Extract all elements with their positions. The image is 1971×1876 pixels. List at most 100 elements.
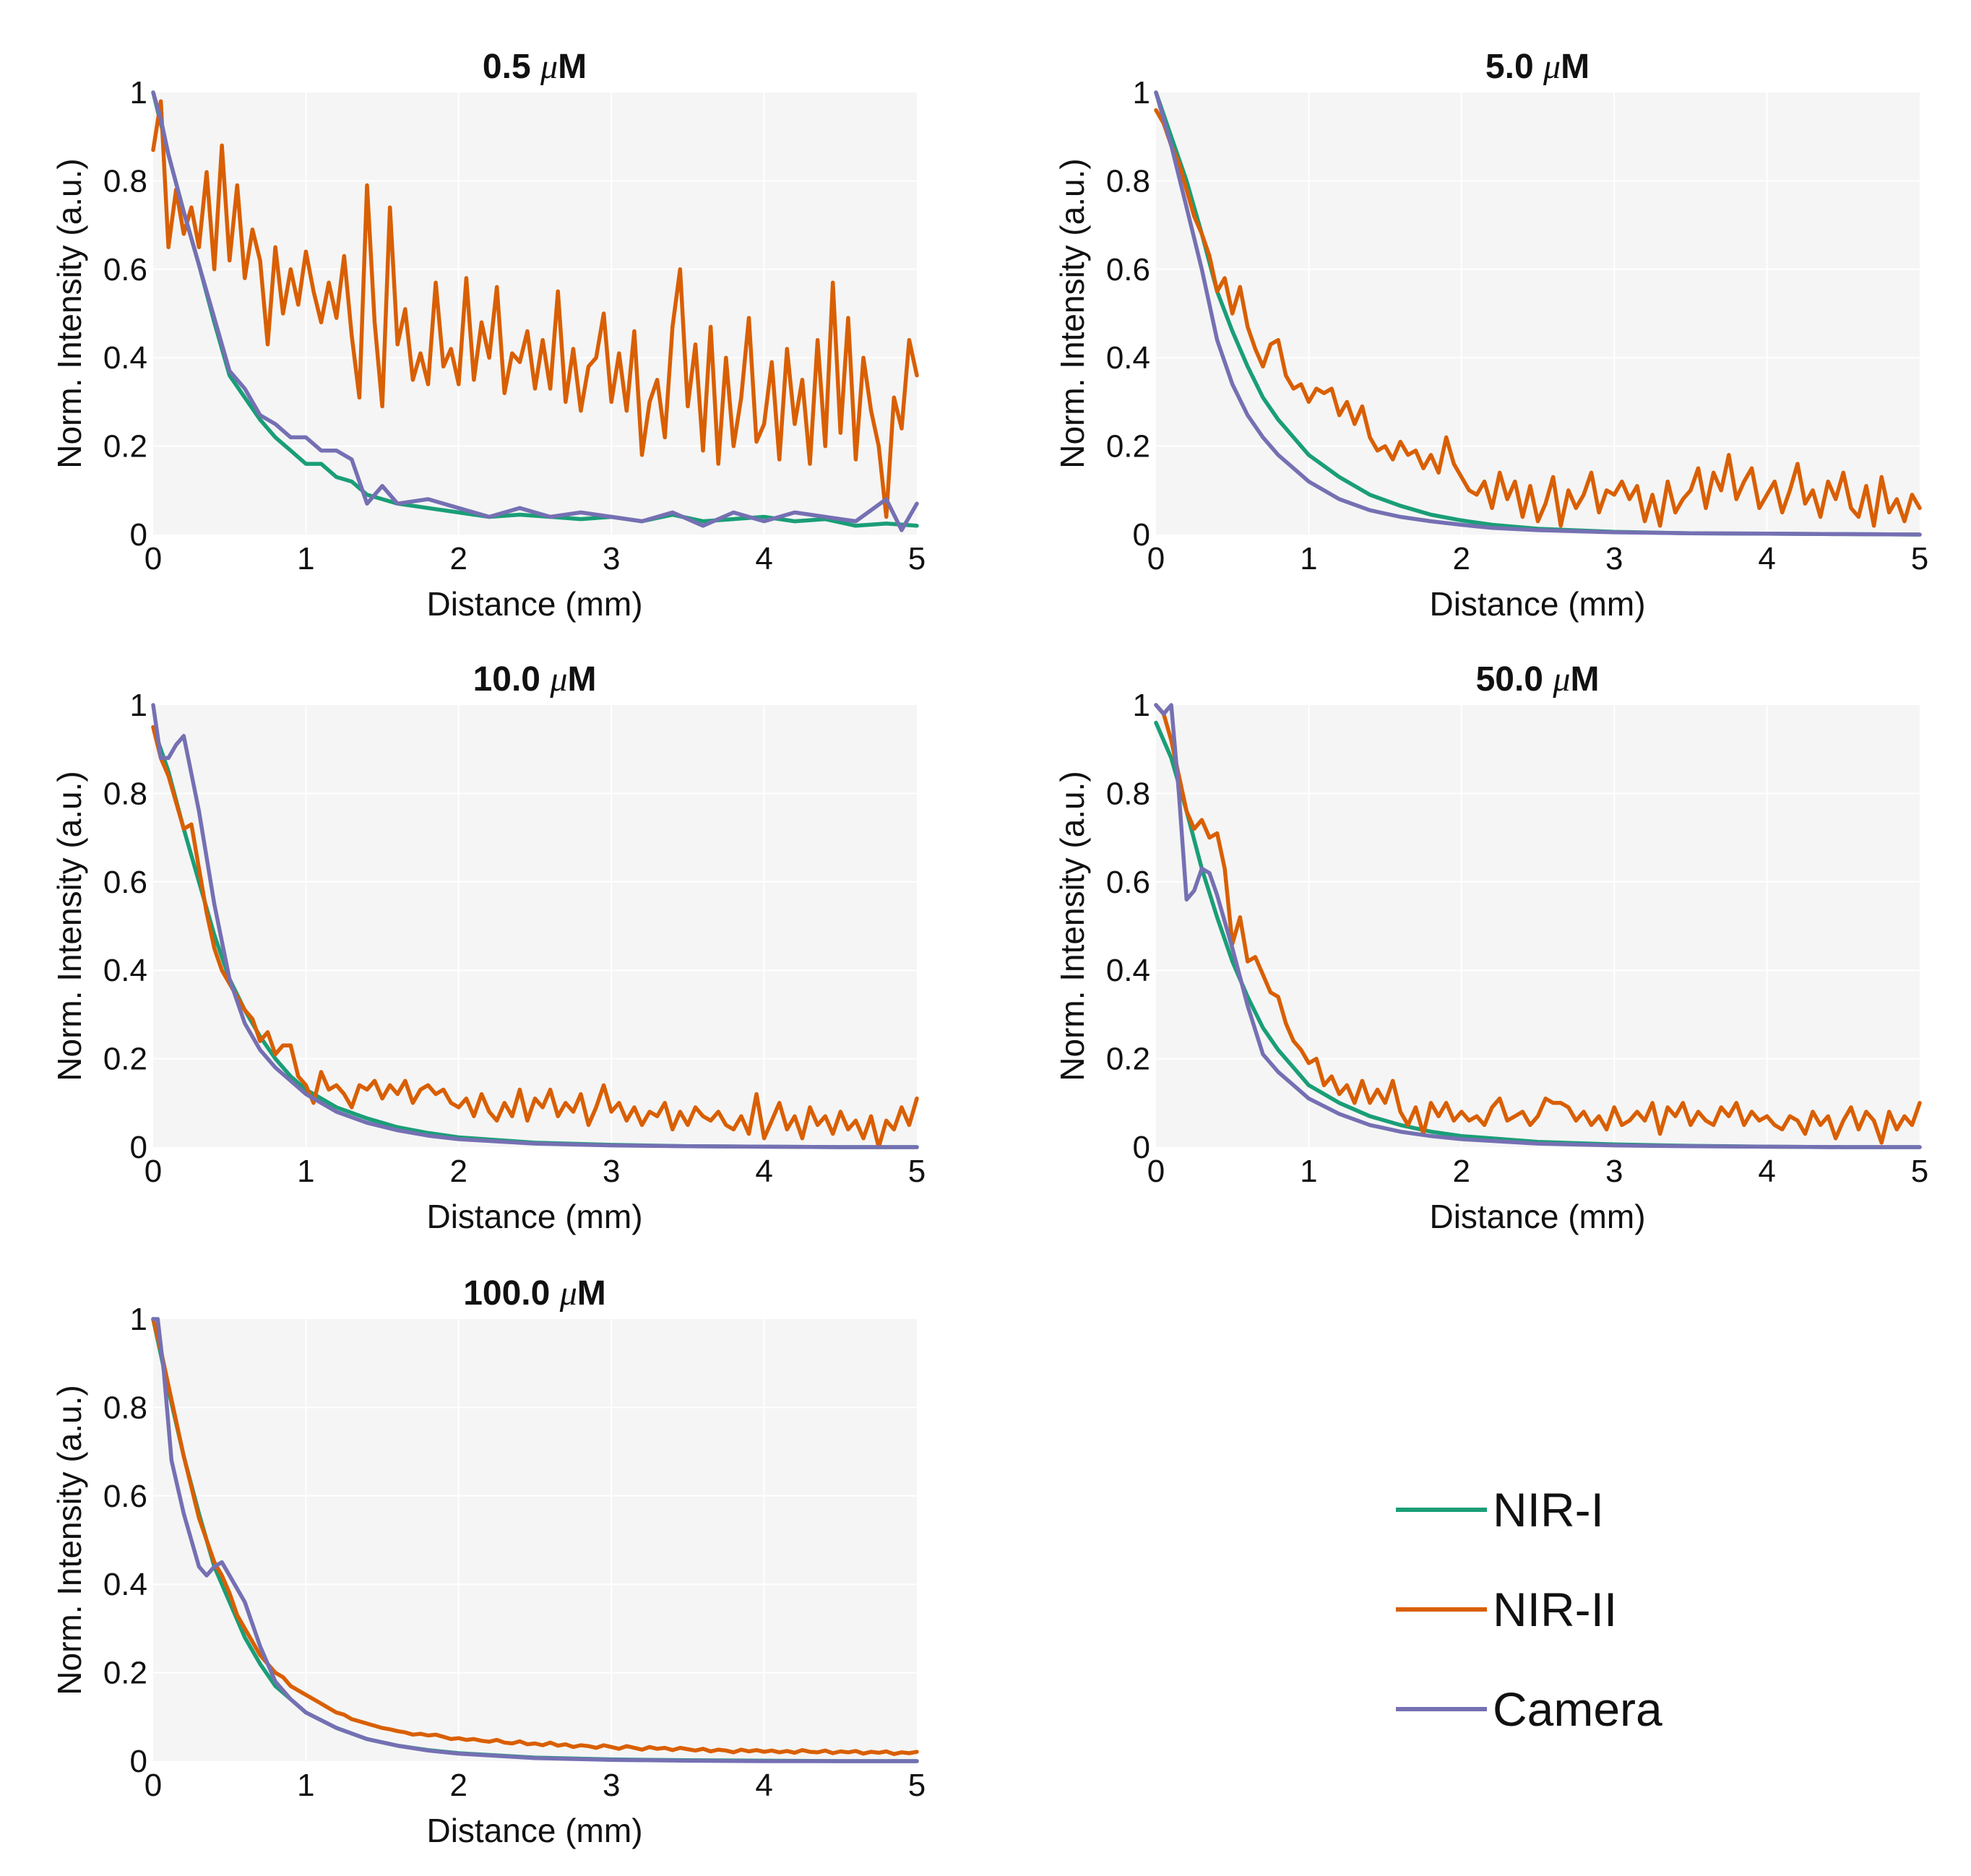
panel-0-5uM: 0.5 μM Distance (mm) Norm. Intensity (a.… bbox=[51, 48, 926, 623]
legend: NIR-I NIR-II Camera bbox=[1396, 1483, 1662, 1736]
panel-10-0uM: 10.0 μM Distance (mm) Norm. Intensity (a… bbox=[51, 660, 926, 1235]
y-tick-label: 0.2 bbox=[1106, 429, 1150, 464]
y-tick-label: 0.8 bbox=[103, 163, 147, 199]
y-tick-label: 0.4 bbox=[1106, 953, 1150, 988]
y-tick-label: 0.2 bbox=[103, 429, 147, 464]
legend-item-camera: Camera bbox=[1396, 1682, 1662, 1736]
chart-title: 0.5 μM bbox=[483, 48, 587, 86]
series-line-nir-ii bbox=[151, 725, 919, 1149]
plot-area bbox=[153, 705, 917, 1147]
plot-area bbox=[153, 1319, 917, 1761]
y-axis-label: Norm. Intensity (a.u.) bbox=[51, 1385, 88, 1695]
chart-title: 5.0 μM bbox=[1485, 48, 1590, 86]
y-tick-label: 0 bbox=[1133, 517, 1150, 553]
y-tick-label: 0.6 bbox=[103, 252, 147, 288]
y-tick-label: 0 bbox=[130, 517, 147, 553]
x-tick-label: 3 bbox=[1605, 1154, 1623, 1189]
y-tick-label: 0.4 bbox=[1106, 340, 1150, 376]
y-tick-label: 0.8 bbox=[1106, 163, 1150, 199]
x-tick-label: 1 bbox=[297, 541, 314, 576]
y-tick-label: 0 bbox=[1133, 1130, 1150, 1165]
x-tick-label: 0 bbox=[145, 541, 162, 576]
chart-title: 10.0 μM bbox=[473, 660, 597, 699]
tick-labels: 0 1 2 3 4 5 0 0.2 0.4 0.6 0.8 1 bbox=[103, 688, 926, 1189]
x-tick-label: 5 bbox=[908, 1768, 926, 1803]
series-line-camera bbox=[1154, 703, 1922, 1149]
x-tick-label: 1 bbox=[297, 1768, 314, 1803]
x-tick-label: 0 bbox=[145, 1768, 162, 1803]
series-line-camera bbox=[151, 90, 919, 532]
y-tick-label: 0.6 bbox=[1106, 252, 1150, 288]
x-axis-label: Distance (mm) bbox=[1429, 585, 1645, 623]
series-group bbox=[151, 703, 919, 1149]
grid bbox=[153, 1319, 917, 1761]
y-tick-label: 0.6 bbox=[103, 865, 147, 900]
tick-labels: 0 1 2 3 4 5 0 0.2 0.4 0.6 0.8 1 bbox=[1106, 688, 1928, 1189]
x-axis-label: Distance (mm) bbox=[426, 1812, 642, 1849]
chart-title: 100.0 μM bbox=[463, 1274, 606, 1313]
y-axis-label: Norm. Intensity (a.u.) bbox=[51, 158, 88, 468]
y-tick-label: 0.4 bbox=[103, 340, 147, 376]
x-tick-label: 3 bbox=[603, 1154, 620, 1189]
x-tick-label: 5 bbox=[908, 541, 926, 576]
x-tick-label: 1 bbox=[1300, 541, 1317, 576]
x-axis-label: Distance (mm) bbox=[426, 585, 642, 623]
series-line-camera bbox=[151, 703, 919, 1149]
panel-100-0uM: 100.0 μM Distance (mm) Norm. Intensity (… bbox=[51, 1274, 926, 1849]
tick-labels: 0 1 2 3 4 5 0 0.2 0.4 0.6 0.8 1 bbox=[103, 1302, 926, 1803]
x-tick-label: 4 bbox=[1758, 1154, 1775, 1189]
x-tick-label: 2 bbox=[1453, 1154, 1470, 1189]
tick-labels: 0 1 2 3 4 5 0 0.2 0.4 0.6 0.8 1 bbox=[103, 75, 926, 576]
y-axis-label: Norm. Intensity (a.u.) bbox=[1053, 771, 1091, 1081]
series-group bbox=[151, 1317, 919, 1763]
x-tick-label: 3 bbox=[603, 541, 620, 576]
series-line-nir-ii bbox=[1154, 703, 1922, 1145]
series-line-nir-ii bbox=[1154, 108, 1922, 528]
x-tick-label: 2 bbox=[1453, 541, 1470, 576]
y-tick-label: 1 bbox=[1133, 688, 1150, 723]
legend-item-nir-ii: NIR-II bbox=[1396, 1583, 1617, 1636]
legend-label-nir-ii: NIR-II bbox=[1493, 1583, 1617, 1636]
legend-label-camera: Camera bbox=[1493, 1682, 1662, 1736]
y-axis-label: Norm. Intensity (a.u.) bbox=[1053, 158, 1091, 468]
y-tick-label: 1 bbox=[130, 75, 147, 111]
series-line-nir-ii bbox=[151, 1317, 919, 1756]
x-tick-label: 2 bbox=[450, 541, 467, 576]
series-line-camera bbox=[151, 1317, 919, 1763]
y-tick-label: 0.4 bbox=[103, 953, 147, 988]
x-axis-label: Distance (mm) bbox=[1429, 1198, 1645, 1235]
x-tick-label: 4 bbox=[1758, 541, 1775, 576]
x-tick-label: 3 bbox=[603, 1768, 620, 1803]
x-tick-label: 4 bbox=[755, 1768, 772, 1803]
tick-labels: 0 1 2 3 4 5 0 0.2 0.4 0.6 0.8 1 bbox=[1106, 75, 1928, 576]
panel-5-0uM: 5.0 μM Distance (mm) Norm. Intensity (a.… bbox=[1053, 48, 1928, 623]
y-tick-label: 1 bbox=[1133, 75, 1150, 111]
x-tick-label: 0 bbox=[1147, 1154, 1165, 1189]
y-tick-label: 0.8 bbox=[1106, 776, 1150, 811]
series-line-nir-ii bbox=[151, 99, 919, 519]
y-tick-label: 0.6 bbox=[103, 1479, 147, 1514]
plot-area bbox=[1156, 705, 1920, 1147]
chart-title: 50.0 μM bbox=[1476, 660, 1600, 699]
x-tick-label: 5 bbox=[1911, 1154, 1928, 1189]
mu-symbol: μ bbox=[540, 48, 558, 86]
x-tick-label: 0 bbox=[1147, 541, 1165, 576]
series-group bbox=[151, 90, 919, 532]
mu-symbol: μ bbox=[1552, 660, 1570, 699]
x-tick-label: 5 bbox=[908, 1154, 926, 1189]
y-tick-label: 0.2 bbox=[103, 1042, 147, 1077]
x-tick-label: 4 bbox=[755, 541, 772, 576]
x-tick-label: 1 bbox=[1300, 1154, 1317, 1189]
x-tick-label: 2 bbox=[450, 1768, 467, 1803]
x-tick-label: 0 bbox=[145, 1154, 162, 1189]
y-tick-label: 0 bbox=[130, 1744, 147, 1779]
panel-50-0uM: 50.0 μM Distance (mm) Norm. Intensity (a… bbox=[1053, 660, 1928, 1235]
y-tick-label: 0.8 bbox=[103, 776, 147, 811]
series-line-camera bbox=[1154, 90, 1922, 537]
y-tick-label: 1 bbox=[130, 688, 147, 723]
x-tick-label: 4 bbox=[755, 1154, 772, 1189]
y-tick-label: 0 bbox=[130, 1130, 147, 1165]
mu-symbol: μ bbox=[1543, 48, 1561, 86]
y-tick-label: 1 bbox=[130, 1302, 147, 1337]
